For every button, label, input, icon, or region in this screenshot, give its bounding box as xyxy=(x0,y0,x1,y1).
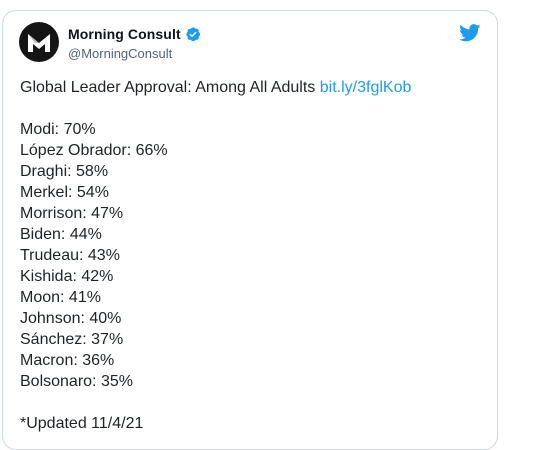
approval-item: López Obrador: 66% xyxy=(20,142,168,159)
approval-item: Morrison: 47% xyxy=(20,205,124,222)
blank-line xyxy=(20,98,490,119)
headline-text: Global Leader Approval: Among All Adults xyxy=(20,79,316,96)
name-row: Morning Consult xyxy=(68,25,201,43)
verified-badge-icon xyxy=(185,26,201,42)
avatar[interactable] xyxy=(19,22,59,62)
twitter-bird-icon[interactable] xyxy=(459,24,481,47)
approval-item: Draghi: 58% xyxy=(20,163,109,180)
tweet-header: Morning Consult @MorningConsult xyxy=(19,22,481,66)
approval-item: Merkel: 54% xyxy=(20,184,109,201)
approval-item: Bolsonaro: 35% xyxy=(20,373,133,390)
approval-item: Johnson: 40% xyxy=(20,310,122,327)
source-link[interactable]: bit.ly/3fglKob xyxy=(319,79,412,96)
approval-item: Kishida: 42% xyxy=(20,268,114,285)
morning-consult-logo-icon xyxy=(28,34,50,52)
blank-line xyxy=(20,392,490,413)
approval-item: Sánchez: 37% xyxy=(20,331,124,348)
author-handle[interactable]: @MorningConsult xyxy=(68,46,173,61)
footnote: *Updated 11/4/21 xyxy=(20,415,144,432)
author-name[interactable]: Morning Consult xyxy=(68,26,181,42)
approval-item: Modi: 70% xyxy=(20,121,96,138)
approval-item: Trudeau: 43% xyxy=(20,247,120,264)
tweet-card[interactable]: Morning Consult @MorningConsult Global L… xyxy=(2,10,498,450)
approval-item: Biden: 44% xyxy=(20,226,102,243)
headline-line: Global Leader Approval: Among All Adults… xyxy=(20,77,490,98)
approval-item: Macron: 36% xyxy=(20,352,115,369)
author-info: Morning Consult @MorningConsult xyxy=(68,25,201,61)
approval-item: Moon: 41% xyxy=(20,289,101,306)
tweet-body: Global Leader Approval: Among All Adults… xyxy=(20,77,490,434)
